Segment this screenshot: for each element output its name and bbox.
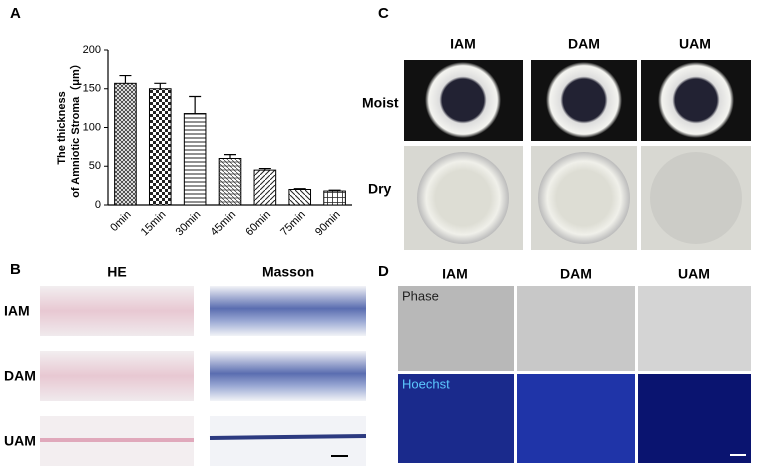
- error-bar: [154, 82, 167, 89]
- x-tick-label: 30min: [174, 209, 204, 239]
- column-header: HE: [107, 264, 126, 280]
- panel-label: B: [10, 261, 21, 278]
- bar: [183, 113, 207, 206]
- y-axis-label: The thickness: [56, 91, 68, 164]
- y-tick-label: 50: [89, 160, 101, 172]
- error-bar: [258, 167, 271, 171]
- column-header: DAM: [560, 266, 592, 282]
- panel-label: C: [378, 5, 389, 22]
- bar: [288, 189, 312, 206]
- error-bar: [119, 74, 132, 84]
- histology-images: [40, 286, 367, 466]
- bar: [253, 169, 277, 206]
- x-tick-label: 75min: [278, 209, 308, 239]
- y-tick-label: 0: [95, 199, 101, 211]
- bar: [323, 190, 346, 206]
- bar: [148, 88, 172, 206]
- error-bar: [293, 188, 306, 190]
- x-tick-label: 15min: [139, 209, 169, 239]
- column-header: UAM: [678, 266, 710, 282]
- row-label: DAM: [4, 368, 36, 384]
- image-label: Phase: [402, 288, 439, 303]
- y-tick-label: 150: [83, 83, 101, 95]
- y-tick-label: 200: [83, 44, 101, 56]
- panel-label: D: [378, 263, 389, 280]
- column-header: IAM: [450, 36, 476, 52]
- x-tick-label: 45min: [208, 209, 238, 239]
- y-tick-label: 100: [83, 121, 101, 133]
- x-tick-label: 0min: [108, 209, 133, 234]
- error-bar: [224, 154, 236, 159]
- x-tick-label: 90min: [313, 209, 343, 239]
- bar-chart: 0 50 100 150 200 The thickness of Amniotic Str…: [56, 44, 352, 238]
- column-header: Masson: [262, 264, 314, 280]
- row-label: Dry: [368, 181, 392, 197]
- error-bar: [189, 95, 202, 114]
- row-label: IAM: [4, 303, 30, 319]
- error-bar: [328, 189, 341, 192]
- x-tick-label: 60min: [243, 209, 273, 239]
- bar: [114, 82, 137, 206]
- dish-images: [404, 60, 751, 250]
- microscopy-images: [398, 286, 751, 463]
- row-label: Moist: [362, 95, 399, 111]
- panel-label: A: [10, 5, 21, 22]
- y-axis-label: of Amniotic Stroma（μm）: [69, 58, 82, 198]
- bar: [218, 158, 242, 206]
- column-header: UAM: [679, 36, 711, 52]
- column-header: IAM: [442, 266, 468, 282]
- image-label: Hoechst: [402, 376, 450, 391]
- column-header: DAM: [568, 36, 600, 52]
- row-label: UAM: [4, 433, 36, 449]
